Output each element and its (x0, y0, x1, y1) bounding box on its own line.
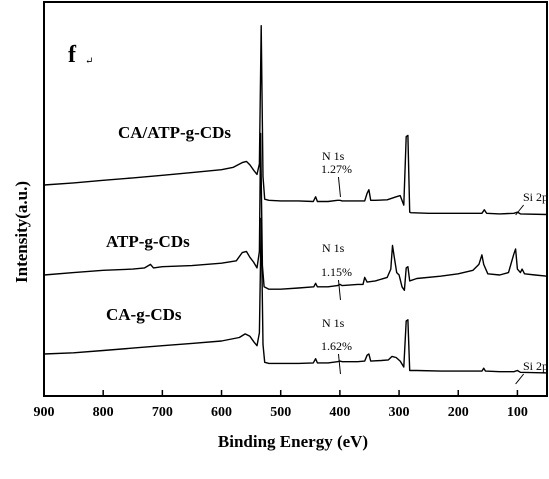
series-label: ATP-g-CDs (106, 232, 190, 251)
peak-pointer (515, 373, 525, 385)
series-label: CA-g-CDs (106, 305, 182, 324)
peak-pointer (337, 176, 341, 198)
x-tick-label: 900 (34, 405, 55, 420)
peak-percent-label: 1.27% (321, 162, 352, 176)
series-line-3 (43, 217, 548, 374)
peak-label-n1s: N 1s (322, 149, 345, 163)
peak-label-si2p: Si 2p (523, 359, 548, 373)
y-axis-title: Intensity(a.u.) (12, 181, 31, 283)
peak-label-si2p: Si 2p (523, 190, 548, 204)
x-axis-ticks: 900 800 700 600 500 400 300 200 100 (34, 390, 528, 420)
x-tick-label: 800 (93, 405, 114, 420)
series-lines (43, 25, 548, 374)
x-tick-label: 400 (329, 405, 350, 420)
x-tick-label: 300 (389, 405, 410, 420)
peak-percent-label: 1.62% (321, 339, 352, 353)
peak-pointer (337, 279, 341, 301)
peak-pointer (337, 353, 341, 375)
peak-percent-label: 1.15% (321, 265, 352, 279)
peak-label-n1s: N 1s (322, 316, 345, 330)
series-label: CA/ATP-g-CDs (118, 123, 231, 142)
peak-pointer (515, 204, 525, 216)
x-tick-label: 600 (211, 405, 232, 420)
plot-frame (43, 1, 548, 397)
x-tick-label: 200 (448, 405, 469, 420)
x-tick-label: 700 (152, 405, 173, 420)
x-tick-label: 100 (507, 405, 528, 420)
series-line-2 (43, 132, 548, 291)
x-axis-title: Binding Energy (eV) (218, 432, 368, 451)
panel-mark: ↵ (85, 56, 93, 67)
series-line-1 (43, 25, 548, 216)
panel-letter: f (68, 42, 77, 68)
x-tick-label: 500 (270, 405, 291, 420)
peak-label-n1s: N 1s (322, 241, 345, 255)
